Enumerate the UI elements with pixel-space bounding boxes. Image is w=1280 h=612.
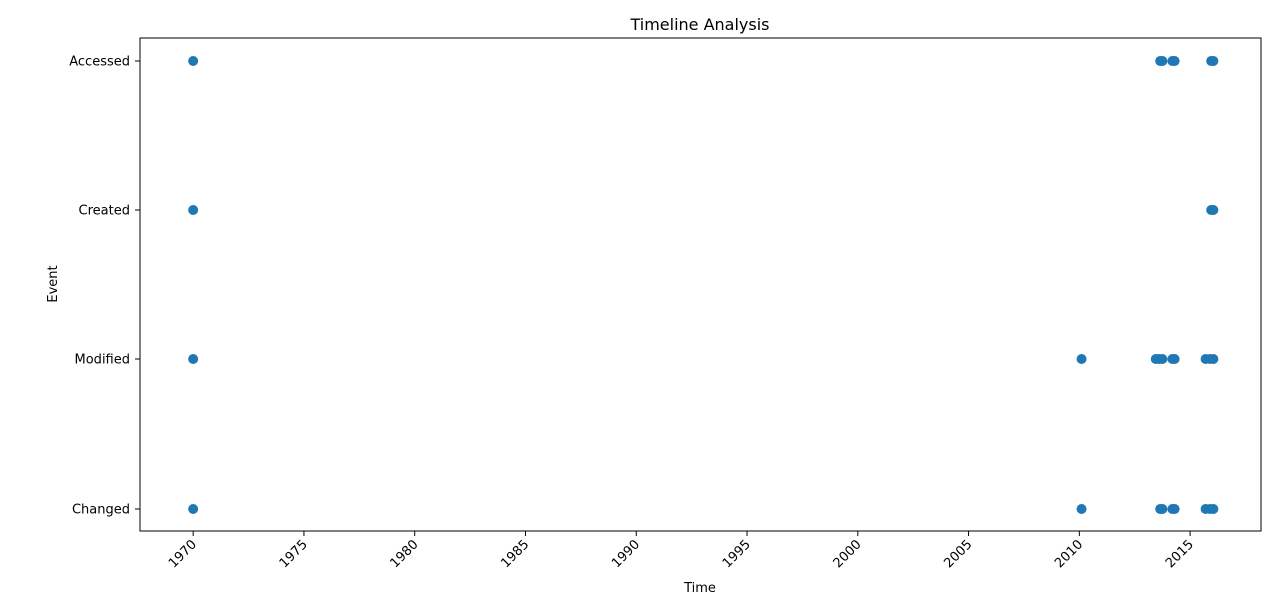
plot-area	[139, 37, 1262, 532]
x-tick-label: 2005	[941, 537, 975, 571]
scatter-point	[1157, 354, 1168, 364]
scatter-point	[188, 354, 199, 364]
y-axis: Changed Modified Created Accessed	[69, 55, 140, 518]
x-axis: 1970 1975 1980 1985 1990 1995 2000 2005 2010 2015	[166, 531, 1197, 571]
y-tick-label: Created	[79, 204, 130, 219]
x-tick-label: 2010	[1052, 537, 1086, 571]
x-axis-label: Time	[683, 581, 716, 596]
scatter-point	[1169, 354, 1180, 364]
scatter-point	[1208, 354, 1219, 364]
x-tick-label: 2015	[1163, 537, 1197, 571]
x-tick-label: 1995	[720, 537, 754, 571]
scatter-point	[1076, 354, 1087, 364]
x-tick-label: 1985	[498, 537, 532, 571]
x-tick-label: 1980	[388, 537, 422, 571]
scatter-point	[1157, 56, 1168, 66]
y-tick-label: Changed	[72, 503, 130, 518]
plot-frame	[139, 37, 1262, 532]
y-tick-label: Modified	[75, 353, 130, 368]
x-tick-label: 1990	[609, 537, 643, 571]
scatter-point	[1076, 504, 1087, 514]
scatter-point	[1169, 56, 1180, 66]
scatter-point	[188, 205, 199, 215]
x-tick-label: 2000	[831, 537, 865, 571]
chart-title: Timeline Analysis	[629, 15, 769, 34]
y-tick-label: Accessed	[69, 55, 130, 70]
scatter-point	[188, 56, 199, 66]
scatter-point	[1157, 504, 1168, 514]
scatter-point	[1208, 504, 1219, 514]
x-tick-label: 1970	[166, 537, 200, 571]
scatter-point	[1208, 205, 1219, 215]
x-tick-label: 1975	[277, 537, 311, 571]
scatter-point	[1208, 56, 1219, 66]
y-axis-label: Event	[46, 265, 61, 302]
scatter-point	[188, 504, 199, 514]
scatter-point	[1169, 504, 1180, 514]
